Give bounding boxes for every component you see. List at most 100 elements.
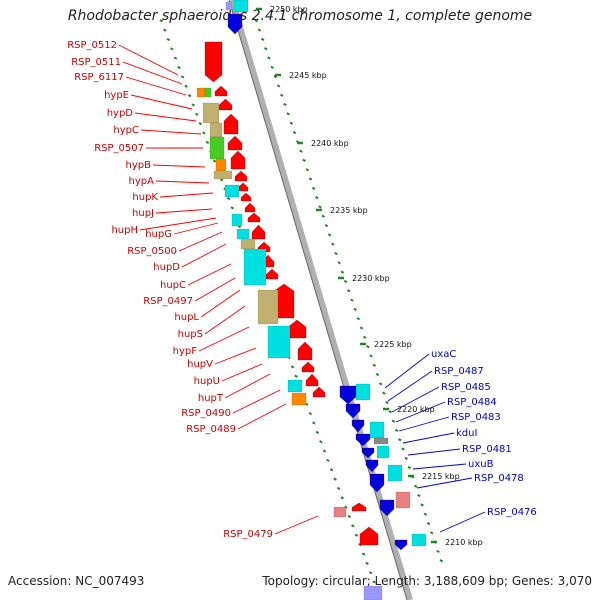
gene-arrow xyxy=(223,113,239,135)
connector-line xyxy=(204,305,246,335)
inner-tick xyxy=(308,412,313,416)
outer-tick xyxy=(264,47,268,51)
connector-line xyxy=(134,112,197,122)
gene-arrow xyxy=(379,499,395,517)
outer-tick xyxy=(394,428,399,433)
inner-tick xyxy=(322,449,327,453)
khaki-feature xyxy=(240,238,256,250)
outer-tick xyxy=(337,261,341,265)
connector-line xyxy=(412,463,467,470)
inner-tick xyxy=(315,430,320,434)
inner-tick xyxy=(326,458,330,463)
gene-features xyxy=(196,0,427,600)
outer-tick xyxy=(413,484,418,488)
connector-line xyxy=(118,44,179,76)
outer-tick xyxy=(327,233,332,237)
accession-label: Accession: NC_007493 xyxy=(8,574,145,588)
inner-tick xyxy=(194,112,199,116)
gene-arrow xyxy=(237,182,249,192)
gene-arrow xyxy=(301,361,315,373)
pink-feature xyxy=(395,491,411,509)
outer-tick xyxy=(359,326,364,330)
inner-tick xyxy=(351,524,355,528)
inner-tick xyxy=(312,421,316,425)
gene-arrow xyxy=(227,135,243,151)
grey-feature xyxy=(373,437,389,445)
gene-arrow xyxy=(247,212,261,223)
gene-label: kduI xyxy=(456,428,477,439)
inner-tick xyxy=(187,93,192,98)
connector-line xyxy=(274,515,319,535)
gene-arrow xyxy=(230,150,246,170)
gene-label: hupH xyxy=(111,225,138,236)
cyan-feature xyxy=(387,464,403,482)
connector-line xyxy=(224,373,271,399)
gene-arrow xyxy=(361,447,375,459)
gene-label: hupD xyxy=(153,262,180,273)
inner-tick xyxy=(290,365,295,369)
outer-tick xyxy=(331,242,335,246)
cyan-feature xyxy=(376,445,390,459)
gene-label: RSP_0485 xyxy=(441,382,491,393)
gene-arrow xyxy=(365,459,379,473)
connector-line xyxy=(384,353,430,389)
outer-tick xyxy=(311,186,316,190)
connector-line xyxy=(187,263,232,286)
outer-tick xyxy=(292,130,297,135)
connector-line xyxy=(416,477,473,489)
gene-arrow xyxy=(351,502,367,512)
outer-tick xyxy=(270,65,274,69)
inner-tick xyxy=(294,374,298,378)
gene-labels: RSP_0512 RSP_0511 RSP_6117 hypE hypD hypC RSP_… xyxy=(67,40,537,540)
connector-line xyxy=(439,511,486,533)
outer-tick xyxy=(276,84,281,88)
gene-label: RSP_6117 xyxy=(74,72,124,83)
map-title: Rhodobacter sphaeroides 2.4.1 chromosome… xyxy=(67,8,533,24)
green-feature xyxy=(209,136,225,160)
outer-tick xyxy=(372,363,377,367)
connector-line xyxy=(152,164,206,168)
khaki-feature xyxy=(202,102,220,124)
connector-line xyxy=(391,386,440,413)
gene-arrow xyxy=(339,385,357,405)
inner-tick xyxy=(205,140,210,144)
outer-tick xyxy=(429,531,434,535)
gene-arrow xyxy=(355,433,371,447)
connector-line xyxy=(194,277,236,302)
khaki-feature xyxy=(209,122,223,138)
outer-tick xyxy=(353,307,357,311)
connector-line xyxy=(237,403,287,430)
outer-tick xyxy=(283,102,287,107)
cyan-feature xyxy=(369,421,385,439)
gene-label: RSP_0500 xyxy=(127,246,177,257)
scale-label: 2235 kbp xyxy=(330,206,368,215)
outer-tick xyxy=(391,419,396,423)
lavender-feature xyxy=(225,1,233,11)
inner-tick xyxy=(166,37,171,42)
inner-tick xyxy=(177,65,181,70)
connector-line xyxy=(125,76,187,96)
outer-tick xyxy=(439,559,444,563)
outer-tick xyxy=(308,177,313,181)
outer-tick xyxy=(369,354,373,358)
outer-tick xyxy=(299,149,303,153)
gene-arrow xyxy=(351,419,365,433)
inner-tick xyxy=(354,533,359,537)
connector-line xyxy=(155,208,213,214)
inner-tick xyxy=(361,552,366,556)
outer-tick xyxy=(366,345,370,349)
gene-label: hupV xyxy=(187,359,213,370)
outer-tick xyxy=(356,317,361,321)
gene-label: hypB xyxy=(126,160,152,171)
outer-tick xyxy=(289,121,294,125)
gene-label: hypC xyxy=(113,125,139,136)
outer-tick xyxy=(362,335,367,339)
inner-tick xyxy=(329,468,334,472)
inner-tick xyxy=(372,580,376,584)
gene-arrow xyxy=(297,341,313,361)
inner-tick xyxy=(368,571,373,575)
outer-tick xyxy=(334,251,338,256)
connector-line xyxy=(214,347,257,365)
tick-marks xyxy=(159,19,444,600)
outer-tick xyxy=(404,456,408,460)
